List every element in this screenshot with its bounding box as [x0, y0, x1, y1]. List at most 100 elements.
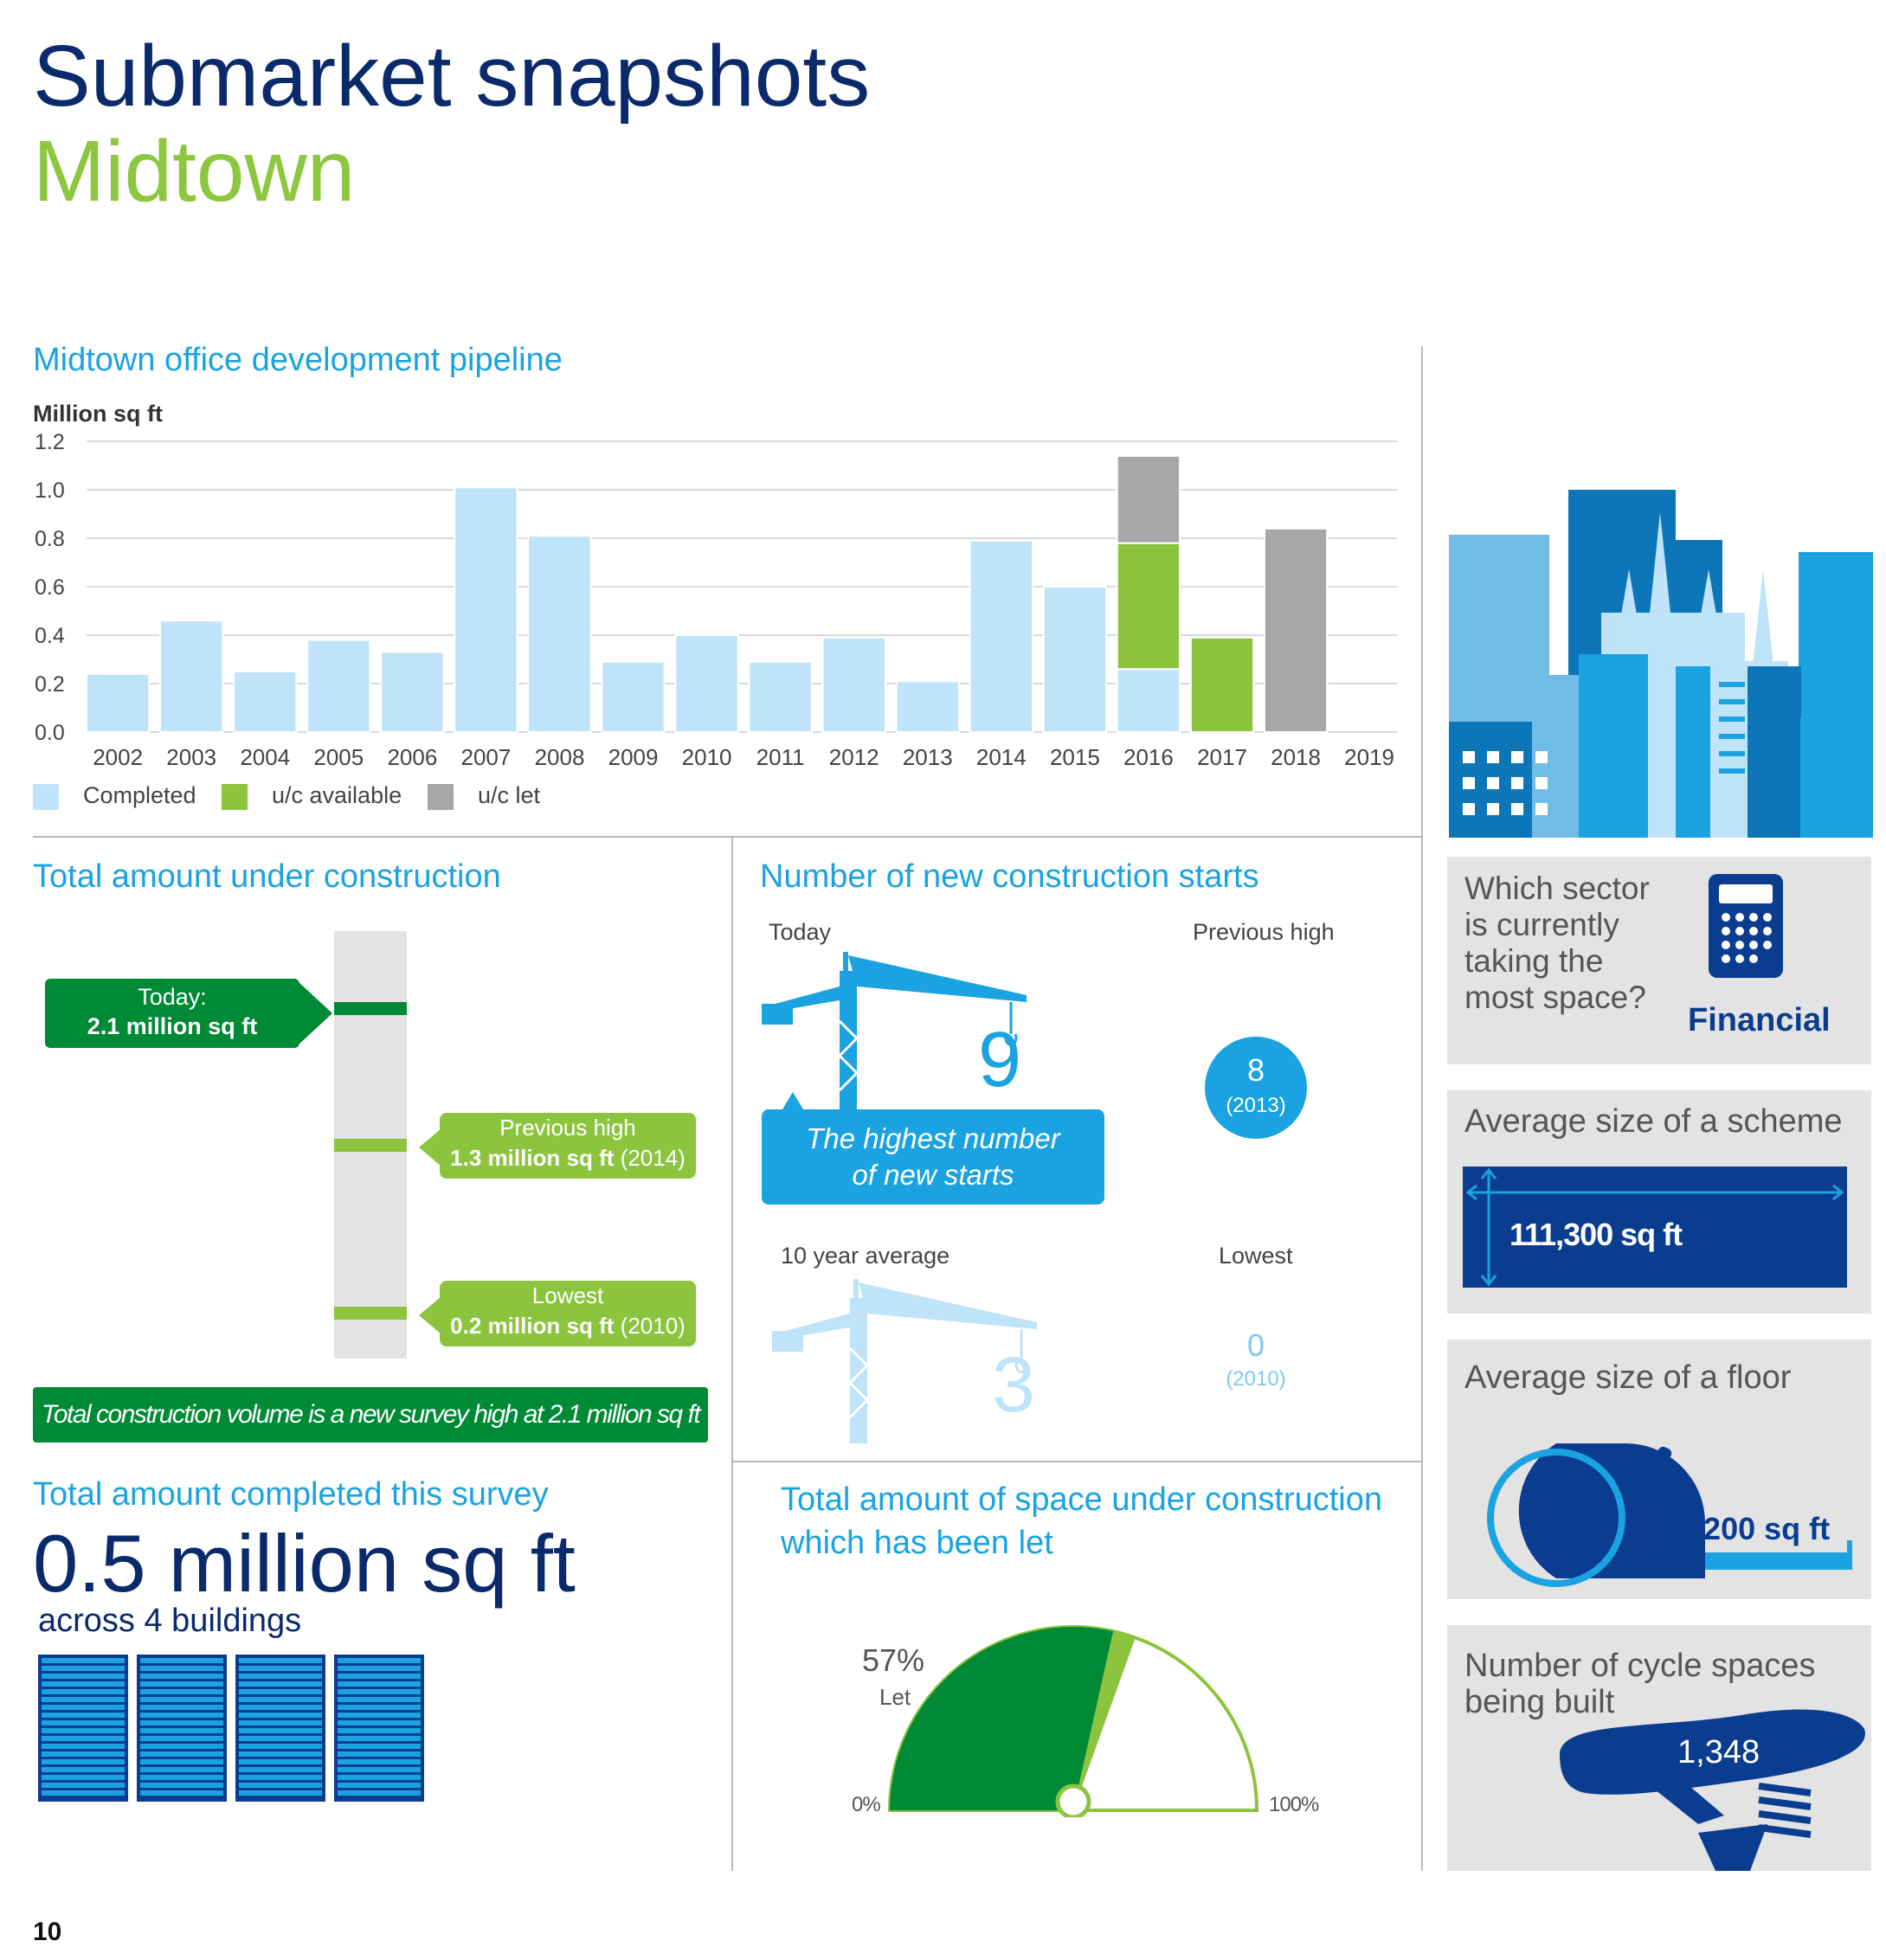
page-subtitle: Midtown — [33, 123, 356, 220]
let-pct-label: Let — [879, 1684, 911, 1710]
bar-u-c-let-2016 — [1116, 454, 1181, 544]
middle-divider — [731, 836, 733, 1871]
completed-sub: across 4 buildings — [38, 1603, 302, 1639]
floor-panel: Average size of a floor 12,200 sq ft — [1447, 1340, 1871, 1599]
let-gauge — [887, 1625, 1259, 1817]
bar-completed-2013 — [895, 680, 960, 734]
x-tick-label: 2002 — [93, 744, 143, 770]
bar-completed-2011 — [748, 660, 813, 733]
bar-completed-2010 — [674, 634, 739, 733]
x-tick-label: 2012 — [829, 744, 879, 770]
bar-u-c-let-2018 — [1263, 527, 1329, 733]
x-tick-label: 2010 — [682, 744, 732, 770]
lowest-year: (2010) — [620, 1313, 686, 1340]
bar-completed-2002 — [86, 672, 151, 733]
floor-value: 12,200 sq ft — [1660, 1511, 1831, 1546]
sector-panel: Which sector is currently taking the mos… — [1447, 857, 1871, 1064]
lowest-callout: Lowest 0.2 million sq ft (2010) — [440, 1281, 696, 1346]
dimension-arrows-icon — [1465, 1167, 1844, 1287]
x-tick-label: 2017 — [1197, 744, 1247, 770]
previous-high-year: (2014) — [620, 1145, 686, 1172]
bar-completed-2015 — [1042, 586, 1108, 733]
gauge-marker-today — [334, 1002, 407, 1015]
starts-prev-label: Previous high — [1193, 919, 1335, 945]
y-tick-label: 1.2 — [35, 430, 65, 454]
page-title: Submarket snapshots — [33, 28, 871, 125]
column-divider — [1421, 346, 1423, 1871]
construction-title: Total amount under construction — [33, 858, 501, 895]
completed-value: 0.5 million sq ft — [33, 1518, 576, 1609]
row-divider-2 — [731, 1461, 1421, 1462]
today-callout-pointer — [298, 981, 332, 1045]
legend-completed-label: Completed — [83, 782, 196, 808]
legend-available-swatch — [222, 784, 248, 810]
previous-high-label: Previous high — [499, 1115, 636, 1141]
today-callout: Today: 2.1 million sq ft — [45, 979, 299, 1048]
x-tick-label: 2004 — [240, 744, 290, 770]
legend-available-label: u/c available — [272, 782, 402, 808]
starts-today-value: 9 — [978, 1017, 1022, 1103]
starts-prev-value: 8 — [1246, 1052, 1265, 1088]
lowest-starts: 0 (2010) — [1205, 1327, 1307, 1391]
x-tick-label: 2008 — [535, 744, 585, 770]
floor-title: Average size of a floor — [1464, 1359, 1792, 1396]
pipeline-chart: 0.0 0.2 0.4 0.6 0.8 1.0 1.2 2002 2003 2004 2005 200… — [35, 430, 1397, 770]
x-tick-label: 2009 — [608, 744, 659, 770]
bar-completed-2009 — [601, 660, 666, 733]
cycle-title-line-2: being built — [1464, 1684, 1615, 1720]
legend-let-swatch — [428, 784, 454, 810]
starts-low-value: 0 — [1246, 1327, 1265, 1363]
x-tick-label: 2003 — [166, 744, 216, 770]
x-tick-label: 2005 — [313, 744, 364, 770]
sector-question: Which sector is currently taking the mos… — [1464, 871, 1650, 1016]
bar-u-c-available-2016 — [1116, 542, 1181, 671]
legend-completed-swatch — [33, 784, 59, 810]
scheme-box: 111,300 sq ft — [1463, 1166, 1847, 1288]
cycle-value: 1,348 — [1677, 1734, 1760, 1770]
bar-u-c-available-2017 — [1189, 636, 1255, 733]
sector-question-line-3: taking the — [1464, 943, 1604, 979]
lowest-label: Lowest — [531, 1282, 604, 1308]
scheme-title: Average size of a scheme — [1464, 1103, 1843, 1140]
y-axis-label: Million sq ft — [33, 401, 163, 427]
starts-low-year: (2010) — [1226, 1367, 1286, 1391]
bar-completed-2016 — [1116, 668, 1181, 734]
bar-completed-2007 — [454, 486, 518, 733]
gauge-needle — [1073, 1631, 1136, 1810]
x-tick-label: 2015 — [1050, 744, 1100, 770]
page-number: 10 — [33, 1918, 62, 1946]
gauge-let-fill — [890, 1627, 1114, 1810]
y-tick-label: 0.8 — [35, 527, 65, 551]
lowest-callout-pointer — [419, 1296, 441, 1334]
y-tick-label: 0.2 — [35, 672, 65, 697]
completed-title: Total amount completed this survey — [33, 1476, 549, 1513]
starts-prev-year: (2013) — [1226, 1094, 1286, 1117]
cycle-title-line-1: Number of cycle spaces — [1464, 1648, 1816, 1684]
bar-completed-2005 — [306, 639, 371, 734]
let-title-line1: Total amount of space under construction — [781, 1481, 1382, 1518]
let-max: 100% — [1269, 1793, 1319, 1816]
today-label: Today: — [138, 984, 207, 1010]
gauge-marker-lowest — [334, 1307, 407, 1320]
x-tick-label: 2013 — [903, 744, 953, 770]
y-tick-label: 0.6 — [35, 575, 65, 600]
bar-completed-2006 — [380, 651, 445, 734]
sector-answer: Financial — [1688, 1002, 1831, 1038]
building-icon — [137, 1655, 227, 1802]
row-divider-1 — [33, 836, 1421, 838]
bar-completed-2012 — [821, 636, 886, 733]
x-tick-label: 2006 — [387, 744, 437, 770]
x-tick-label: 2007 — [461, 744, 512, 770]
legend-let-label: u/c let — [478, 782, 541, 808]
previous-high-value: 1.3 million sq ft — [450, 1145, 615, 1172]
sector-question-line-1: Which sector — [1464, 871, 1650, 906]
building-icon — [334, 1655, 424, 1802]
sector-question-line-4: most space? — [1464, 980, 1646, 1015]
starts-today-label: Today — [769, 919, 832, 945]
x-tick-label: 2018 — [1271, 744, 1321, 770]
starts-avg-label: 10 year average — [781, 1243, 950, 1269]
today-value: 2.1 million sq ft — [87, 1013, 258, 1039]
y-tick-label: 0.4 — [35, 624, 65, 648]
bar-completed-2004 — [233, 671, 298, 733]
building-icon — [38, 1655, 128, 1802]
